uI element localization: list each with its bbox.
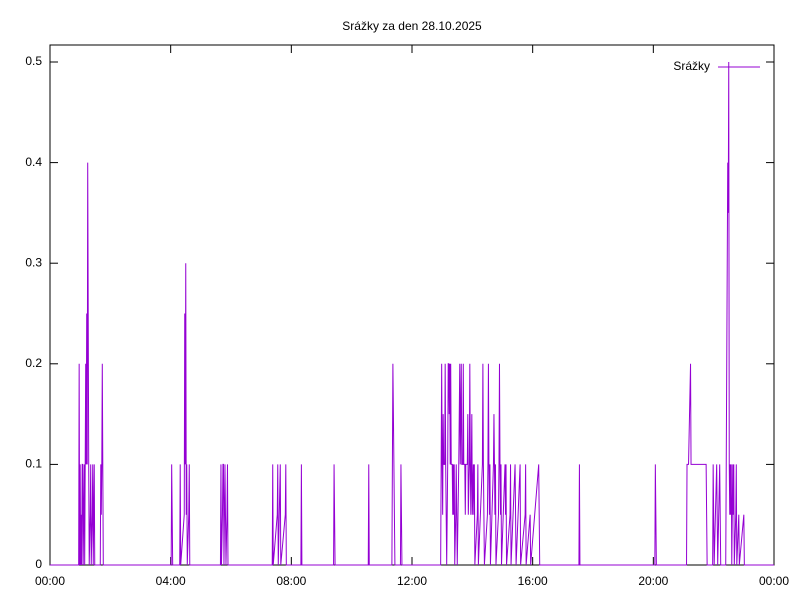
chart-title: Srážky za den 28.10.2025: [342, 19, 482, 33]
y-tick-label: 0.4: [25, 155, 42, 169]
x-tick-label: 16:00: [518, 574, 548, 588]
x-tick-label: 00:00: [35, 574, 65, 588]
y-tick-label: 0.3: [25, 255, 42, 269]
y-tick-label: 0.1: [25, 457, 42, 471]
x-tick-label: 04:00: [156, 574, 186, 588]
legend-label: Srážky: [673, 59, 710, 73]
x-tick-label: 08:00: [276, 574, 306, 588]
y-tick-label: 0.2: [25, 356, 42, 370]
data-line: [50, 61, 774, 566]
x-tick-label: 00:00: [759, 574, 789, 588]
x-tick-label: 12:00: [397, 574, 427, 588]
y-tick-label: 0: [35, 557, 42, 571]
y-tick-label: 0.5: [25, 54, 42, 68]
x-tick-label: 20:00: [638, 574, 668, 588]
